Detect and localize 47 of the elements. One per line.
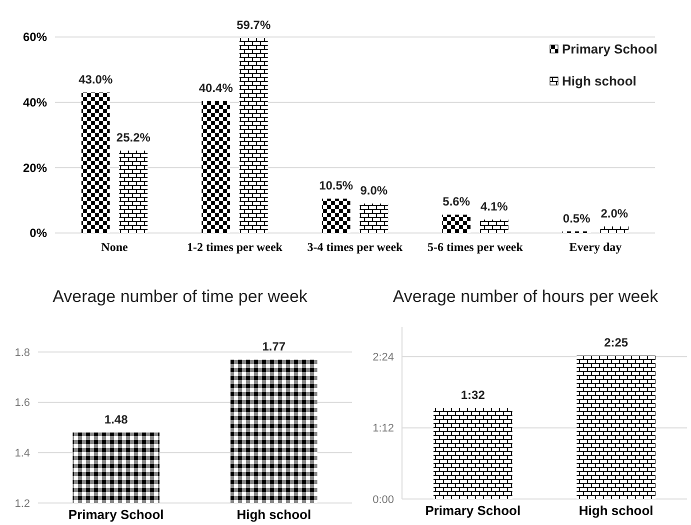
- data-label: 1:32: [460, 388, 486, 402]
- bar: [480, 220, 508, 233]
- y-tick-label: 0%: [30, 226, 48, 240]
- bar: [442, 214, 471, 233]
- legend-label: Primary School: [562, 42, 658, 57]
- data-label: 0.5%: [562, 211, 591, 226]
- y-tick-label: 0:00: [372, 494, 394, 506]
- bar: [600, 226, 629, 233]
- y-tick-label: 2:24: [372, 352, 394, 364]
- chart-title: Average number of hours per week: [392, 287, 659, 306]
- x-tick-label: Primary School: [68, 507, 164, 522]
- x-tick-label: 5-6 times per week: [428, 240, 524, 254]
- y-tick-label: 1:12: [372, 422, 394, 435]
- bar: [81, 92, 110, 233]
- data-label: 25.2%: [116, 130, 151, 145]
- legend-label: High school: [562, 74, 636, 89]
- x-tick-label: 1-2 times per week: [187, 240, 283, 254]
- y-tick-label: 1.2: [14, 498, 30, 510]
- data-label: 2:25: [604, 336, 628, 350]
- data-label: 5.6%: [442, 194, 470, 209]
- y-tick-label: 1.6: [14, 397, 30, 410]
- data-label: 4.1%: [480, 200, 508, 214]
- y-tick-label: 60%: [22, 30, 48, 44]
- y-tick-label: 40%: [22, 96, 48, 110]
- data-label: 1.77: [262, 340, 286, 354]
- bar: [119, 150, 148, 233]
- data-label: 2.0%: [600, 206, 628, 220]
- data-label: 40.4%: [198, 81, 234, 96]
- bar: [322, 198, 350, 233]
- bar: [202, 101, 230, 233]
- y-tick-label: 20%: [22, 160, 48, 175]
- x-tick-label: Every day: [569, 240, 622, 254]
- data-label: 9.0%: [360, 184, 388, 198]
- x-tick-label: High school: [236, 507, 312, 522]
- chart-title: Average number of time per week: [52, 287, 308, 306]
- x-tick-label: 3-4 times per week: [307, 240, 404, 254]
- bar: [360, 204, 388, 233]
- x-tick-label: High school: [578, 503, 654, 518]
- data-label: 43.0%: [78, 72, 113, 87]
- data-label: 1.48: [104, 412, 128, 427]
- x-tick-label: None: [101, 240, 129, 254]
- data-label: 59.7%: [236, 18, 271, 32]
- y-tick-label: 1.4: [14, 448, 30, 460]
- bar: [239, 38, 268, 233]
- y-tick-label: 1.8: [14, 346, 30, 359]
- x-tick-label: Primary School: [425, 503, 521, 518]
- data-label: 10.5%: [319, 178, 354, 193]
